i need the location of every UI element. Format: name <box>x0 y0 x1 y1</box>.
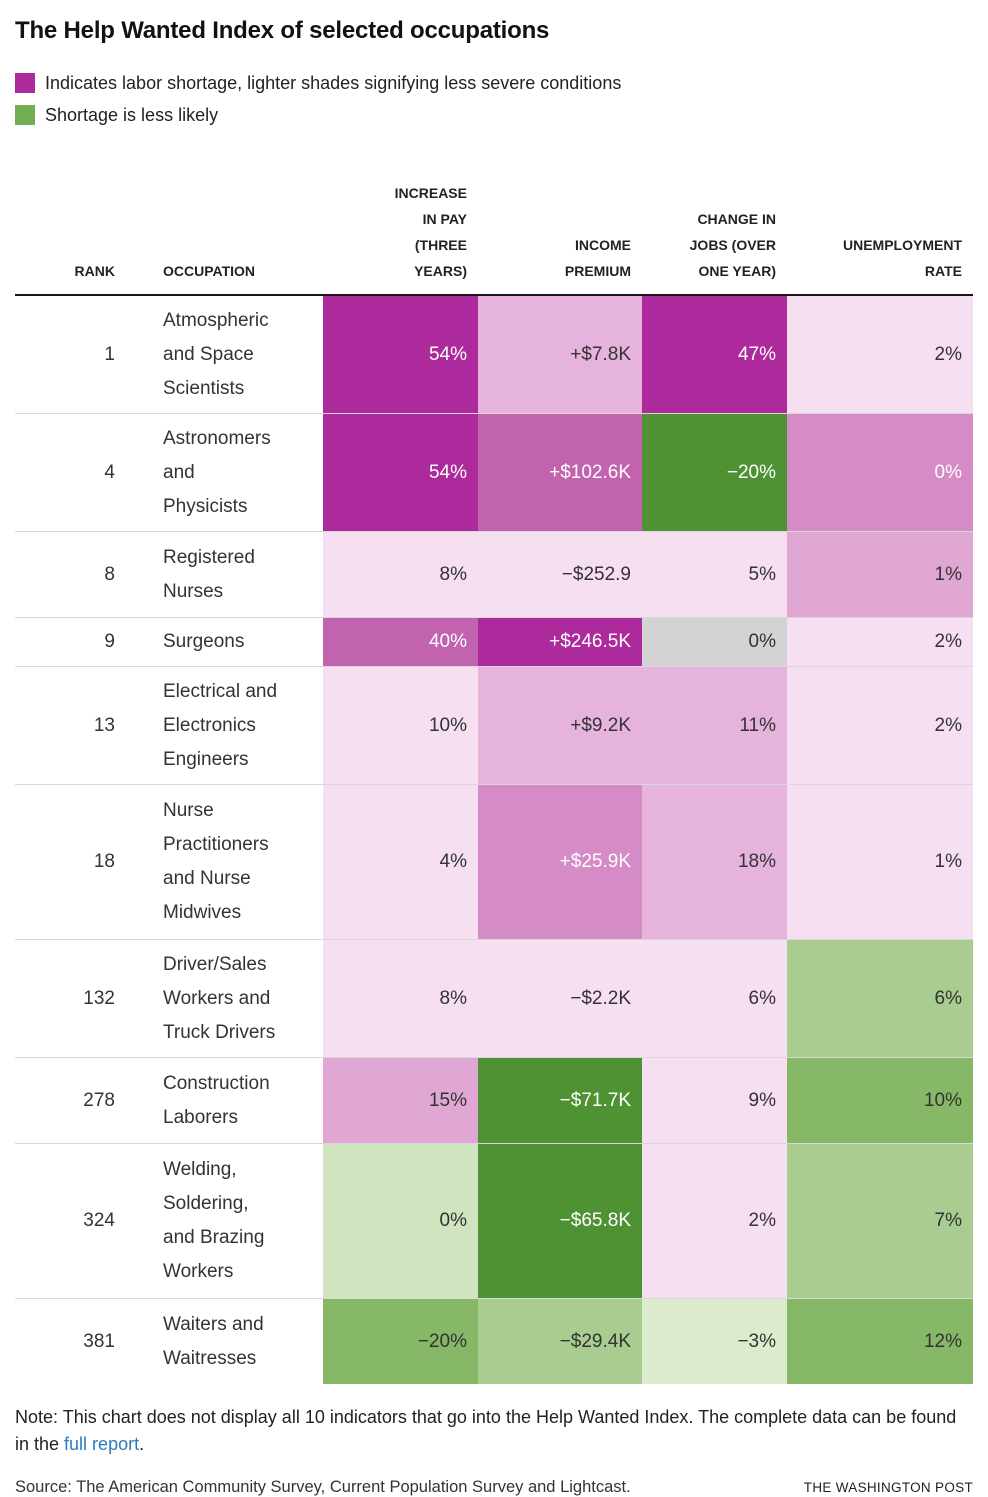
note-suffix: . <box>139 1434 145 1454</box>
unemployment-cell: 10% <box>787 1058 973 1143</box>
rank-cell: 1 <box>104 343 115 365</box>
unemployment-cell: 1% <box>787 785 973 939</box>
income-cell: +$246.5K <box>478 618 642 666</box>
source-text: Source: The American Community Survey, C… <box>15 1478 631 1496</box>
pay-cell: 40% <box>323 618 478 666</box>
pay-cell: 8% <box>323 940 478 1057</box>
pay-cell: 10% <box>323 667 478 784</box>
occupation-cell: Electrical and Electronics Engineers <box>163 680 278 770</box>
page-title: The Help Wanted Index of selected occupa… <box>15 17 550 44</box>
occupation-cell: Welding, Soldering, and Brazing Workers <box>163 1159 265 1282</box>
rank-cell: 13 <box>93 714 115 736</box>
occupation-cell: Atmospheric and Space Scientists <box>163 309 269 399</box>
table-row: 1 Atmospheric and Space Scientists 54% +$7.… <box>15 296 973 413</box>
income-cell: −$71.7K <box>478 1058 642 1143</box>
income-cell: −$65.8K <box>478 1144 642 1298</box>
note-prefix: Note: This chart does not display all 10… <box>15 1407 957 1454</box>
column-header-jobs: CHANGE IN JOBS (OVER ONE YEAR) <box>689 211 776 279</box>
table-row: 18 Nurse Practitioners and Nurse Midwives… <box>15 784 973 939</box>
unemployment-cell: 0% <box>787 414 973 531</box>
rank-cell: 278 <box>83 1089 115 1111</box>
income-cell: +$9.2K <box>478 667 642 784</box>
rank-cell: 18 <box>93 851 115 872</box>
legend: Indicates labor shortage, lighter shades… <box>15 72 973 126</box>
jobs-cell: −3% <box>642 1299 787 1384</box>
income-cell: +$7.8K <box>478 296 642 413</box>
rank-cell: 324 <box>83 1210 115 1231</box>
jobs-cell: 2% <box>642 1144 787 1298</box>
jobs-cell: 47% <box>642 296 787 413</box>
table-row: 132 Driver/Sales Workers and Truck Driver… <box>15 939 973 1057</box>
income-cell: +$102.6K <box>478 414 642 531</box>
jobs-cell: 11% <box>642 667 787 784</box>
income-cell: −$29.4K <box>478 1299 642 1384</box>
rank-cell: 381 <box>83 1330 115 1352</box>
occupation-cell: Astronomers and Physicists <box>163 427 271 517</box>
jobs-cell: 0% <box>642 618 787 666</box>
jobs-cell: 9% <box>642 1058 787 1143</box>
table-row: 324 Welding, Soldering, and Brazing Worke… <box>15 1143 973 1298</box>
green-swatch-icon <box>15 105 35 125</box>
column-header-occupation: OCCUPATION <box>163 263 256 279</box>
legend-label: Shortage is less likely <box>45 104 219 125</box>
occupation-cell: Surgeons <box>163 631 245 652</box>
pay-cell: 54% <box>323 296 478 413</box>
income-cell: +$25.9K <box>478 785 642 939</box>
unemployment-cell: 2% <box>787 618 973 666</box>
pay-cell: 8% <box>323 532 478 617</box>
attribution-text: THE WASHINGTON POST <box>803 1480 973 1495</box>
table-row: 381 Waiters and Waitresses −20% −$29.4K −3% 1… <box>15 1298 973 1384</box>
occupation-cell: Registered Nurses <box>163 546 255 602</box>
column-header-pay: INCREASE IN PAY (THREE YEARS) <box>394 185 467 279</box>
table-header-row: RANK OCCUPATION INCREASE IN PAY (THREE Y… <box>15 180 973 296</box>
rank-cell: 9 <box>104 631 115 652</box>
unemployment-cell: 1% <box>787 532 973 617</box>
magenta-swatch-icon <box>15 73 35 93</box>
unemployment-cell: 6% <box>787 940 973 1057</box>
legend-label: Indicates labor shortage, lighter shades… <box>45 72 622 93</box>
pay-cell: 15% <box>323 1058 478 1143</box>
occupation-cell: Driver/Sales Workers and Truck Drivers <box>163 953 276 1043</box>
jobs-cell: 6% <box>642 940 787 1057</box>
table-row: 9 Surgeons 40% +$246.5K 0% 2% <box>15 617 973 666</box>
note-text: Note: This chart does not display all 10… <box>15 1404 965 1458</box>
footer: Source: The American Community Survey, C… <box>15 1478 973 1497</box>
table-row: 4 Astronomers and Physicists 54% +$102.6K −2… <box>15 413 973 531</box>
full-report-link[interactable]: full report <box>64 1434 140 1454</box>
table-row: 278 Construction Laborers 15% −$71.7K 9% 10% <box>15 1057 973 1143</box>
pay-cell: 54% <box>323 414 478 531</box>
pay-cell: 4% <box>323 785 478 939</box>
occupation-cell: Nurse Practitioners and Nurse Midwives <box>163 800 269 923</box>
jobs-cell: −20% <box>642 414 787 531</box>
income-cell: −$2.2K <box>478 940 642 1057</box>
pay-cell: 0% <box>323 1144 478 1298</box>
legend-item-less-likely: Shortage is less likely <box>15 104 973 126</box>
jobs-cell: 5% <box>642 532 787 617</box>
occupation-cell: Construction Laborers <box>163 1072 270 1128</box>
column-header-unemployment: UNEMPLOYMENT RATE <box>843 237 962 279</box>
unemployment-cell: 7% <box>787 1144 973 1298</box>
column-header-income: INCOME PREMIUM <box>564 237 631 279</box>
legend-item-shortage: Indicates labor shortage, lighter shades… <box>15 72 973 94</box>
rank-cell: 132 <box>83 987 115 1009</box>
rank-cell: 8 <box>104 563 115 585</box>
column-header-rank: RANK <box>74 263 115 279</box>
table-row: 8 Registered Nurses 8% −$252.9 5% 1% <box>15 531 973 617</box>
pay-cell: −20% <box>323 1299 478 1384</box>
occupation-cell: Waiters and Waitresses <box>163 1313 264 1369</box>
chart-container: The Help Wanted Index of selected occupa… <box>15 0 973 1497</box>
income-cell: −$252.9 <box>478 532 642 617</box>
unemployment-cell: 12% <box>787 1299 973 1384</box>
jobs-cell: 18% <box>642 785 787 939</box>
table-row: 13 Electrical and Electronics Engineers 10… <box>15 666 973 784</box>
rank-cell: 4 <box>104 461 115 483</box>
unemployment-cell: 2% <box>787 296 973 413</box>
unemployment-cell: 2% <box>787 667 973 784</box>
table-body: 1 Atmospheric and Space Scientists 54% +$7.… <box>15 296 973 1384</box>
